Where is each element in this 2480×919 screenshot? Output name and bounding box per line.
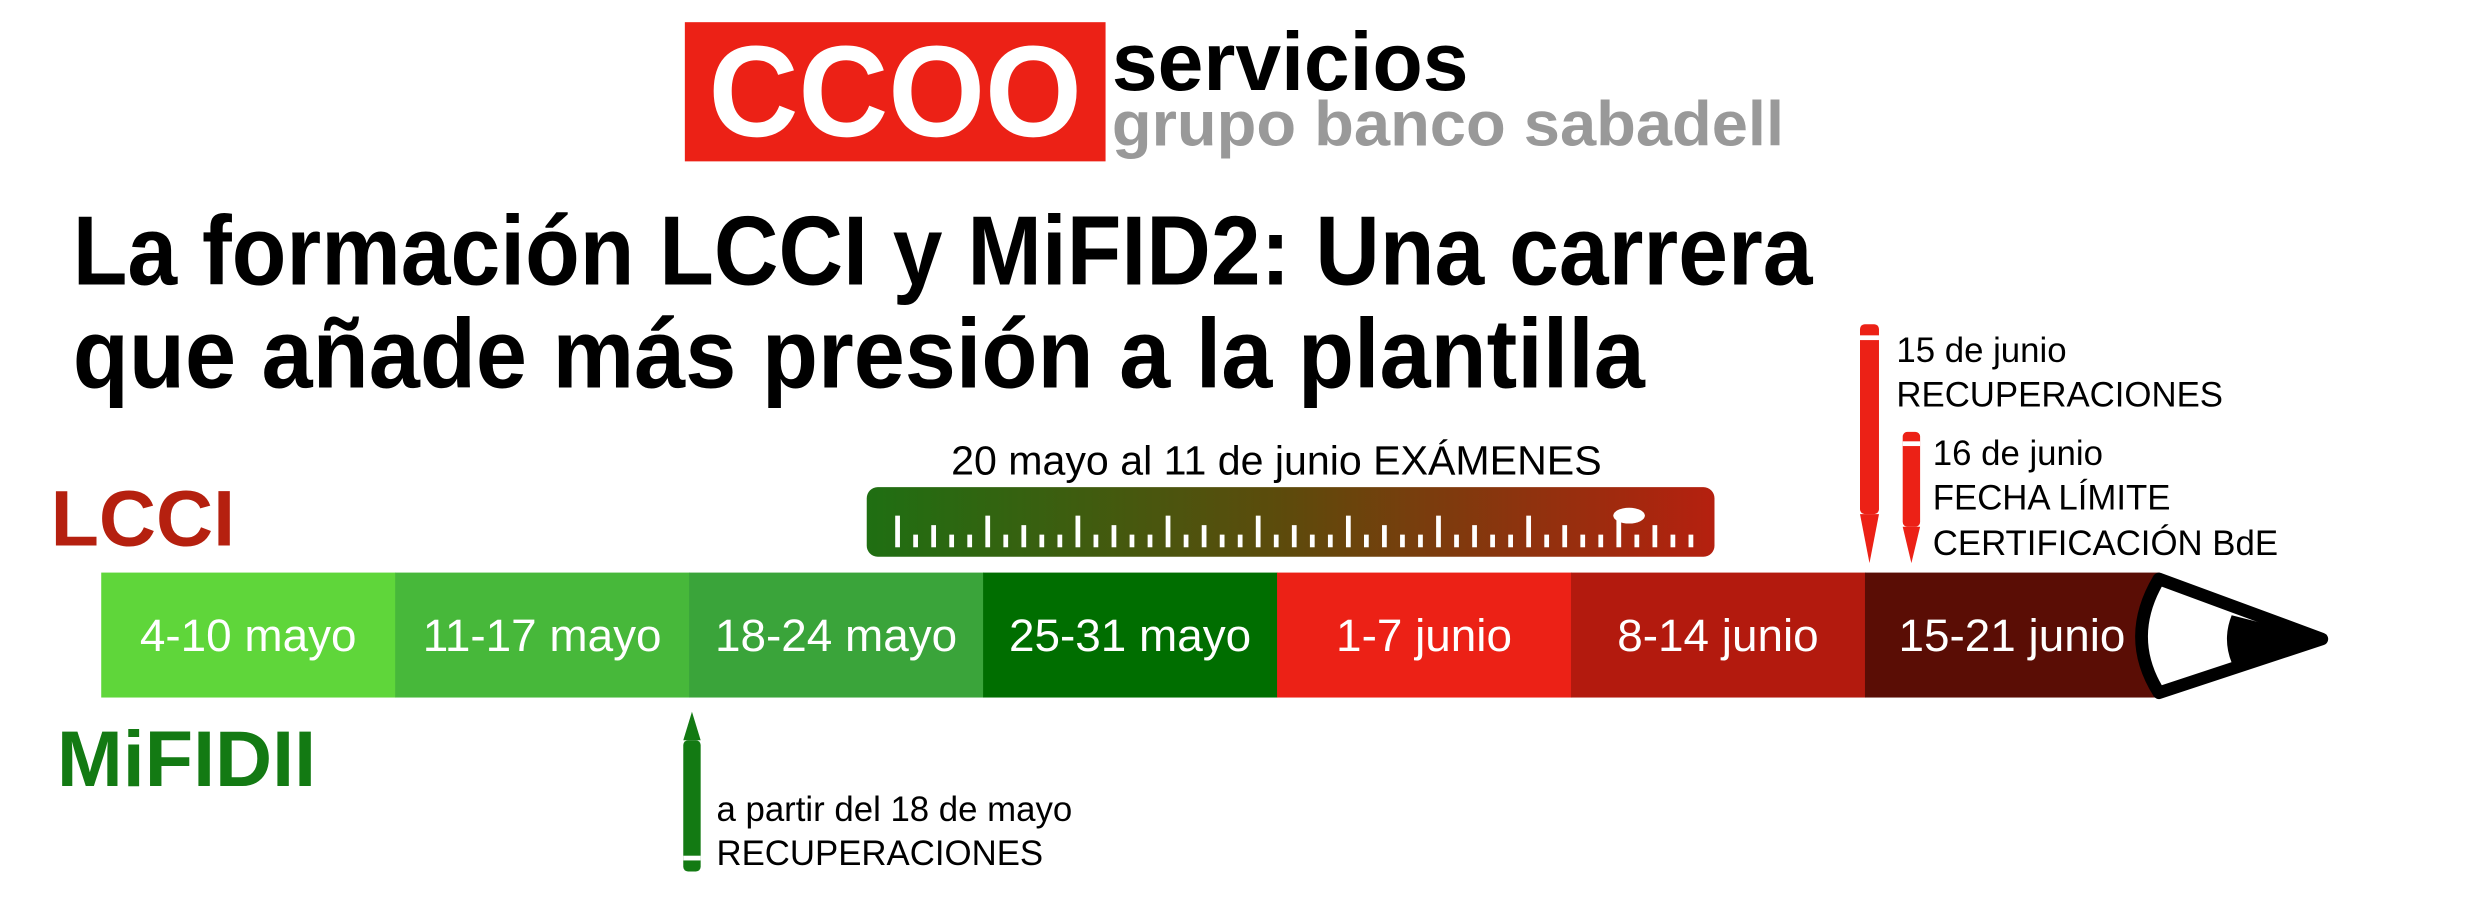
ruler-tick xyxy=(1237,534,1243,548)
ruler-tick xyxy=(1057,534,1063,548)
ruler-tick xyxy=(949,534,955,548)
ruler-tick xyxy=(1508,534,1513,548)
week-segment xyxy=(1277,572,1572,698)
logo-box xyxy=(684,22,1106,162)
note-line: RECUPERACIONES xyxy=(716,835,1043,873)
ruler-tick xyxy=(1544,534,1550,548)
ruler-tick xyxy=(1327,534,1333,548)
ruler-tick xyxy=(1219,534,1225,548)
week-label: 1-7 junio xyxy=(1336,609,1512,661)
week-label: 15-21 junio xyxy=(1898,609,2125,661)
ruler-tick xyxy=(985,515,991,548)
ruler-tick xyxy=(1364,534,1369,548)
ruler-tick xyxy=(1598,534,1604,548)
ruler-tick xyxy=(1183,534,1189,548)
pencil-icon xyxy=(1902,431,1921,564)
ruler-tick xyxy=(1562,525,1568,548)
ruler-tick xyxy=(1021,525,1027,548)
ruler-tick xyxy=(931,525,937,548)
track-label: MiFIDII xyxy=(57,714,316,803)
week-segment xyxy=(101,572,396,698)
pencil-icon xyxy=(683,711,701,872)
note-line: 16 de junio xyxy=(1933,435,2103,473)
title-line: que añade más presión a la plantilla xyxy=(73,299,1647,409)
exam-label: 20 mayo al 11 de junio EXÁMENES xyxy=(951,438,1601,484)
ruler-tick xyxy=(1255,515,1261,548)
ruler-tick xyxy=(1436,515,1441,548)
ruler-tick xyxy=(1345,515,1351,548)
ruler-ticks xyxy=(895,515,1694,548)
logo-name: servicios xyxy=(1112,17,1469,108)
ruler-tick xyxy=(1652,525,1658,548)
ruler-tick xyxy=(1129,534,1135,548)
exam-ruler xyxy=(866,487,1715,557)
week-label: 18-24 mayo xyxy=(715,609,957,661)
ruler-tick xyxy=(1454,534,1459,548)
ruler-tick xyxy=(1273,534,1279,548)
ruler-tick xyxy=(1634,534,1640,548)
ruler-tick xyxy=(1670,534,1676,548)
week-label: 8-14 junio xyxy=(1617,609,1818,661)
track-label: LCCI xyxy=(51,474,236,563)
ruler-tick xyxy=(1580,534,1586,548)
ruler-tick xyxy=(1688,534,1694,548)
logo-subtitle: grupo banco sabadell xyxy=(1112,90,1784,160)
ruler-tick xyxy=(1526,515,1532,548)
logo-mark: CCOO xyxy=(709,20,1082,164)
ruler-tick xyxy=(1382,525,1387,548)
ruler-tick xyxy=(1003,534,1009,548)
ruler-tick xyxy=(1400,534,1405,548)
ruler-tick xyxy=(895,515,900,548)
note-line: RECUPERACIONES xyxy=(1896,377,2223,415)
note-line: FECHA LÍMITE xyxy=(1933,478,2171,517)
ruler-tick xyxy=(1418,534,1423,548)
note-line: CERTIFICACIÓN BdE xyxy=(1933,524,2278,563)
ruler-tick xyxy=(913,534,918,548)
ruler-tick xyxy=(1165,515,1171,548)
timeline: 4-10 mayo 11-17 mayo 18-24 mayo 25-31 mayo 1… xyxy=(101,572,2160,698)
week-segment xyxy=(689,572,984,698)
week-label: 4-10 mayo xyxy=(140,609,357,661)
ruler-tick xyxy=(1291,525,1297,548)
week-label: 11-17 mayo xyxy=(423,609,662,661)
ruler-tick xyxy=(1039,534,1045,548)
ruler-hole xyxy=(1613,507,1645,524)
ruler-tick xyxy=(1111,525,1117,548)
ruler-tick xyxy=(1472,525,1477,548)
week-segment xyxy=(1571,572,1866,698)
ruler-tick xyxy=(1147,534,1153,548)
pencil-lead xyxy=(2226,615,2325,663)
week-segment xyxy=(1864,572,2160,698)
ruler-tick xyxy=(1309,534,1315,548)
title-line: La formación LCCI y MiFID2: Una carrera xyxy=(73,196,1814,306)
week-segment xyxy=(395,572,690,698)
ruler-tick xyxy=(1490,534,1495,548)
ruler-tick xyxy=(1093,534,1099,548)
ruler-tick xyxy=(1075,515,1081,548)
note-line: 15 de junio xyxy=(1896,332,2066,370)
week-segment xyxy=(983,572,1278,698)
ruler-tick xyxy=(1201,525,1207,548)
ruler-tick xyxy=(967,534,973,548)
note-line: a partir del 18 de mayo xyxy=(716,791,1072,829)
week-label: 25-31 mayo xyxy=(1009,609,1251,661)
ruler-tick xyxy=(1616,515,1622,548)
pencil-icon xyxy=(1860,324,1879,564)
